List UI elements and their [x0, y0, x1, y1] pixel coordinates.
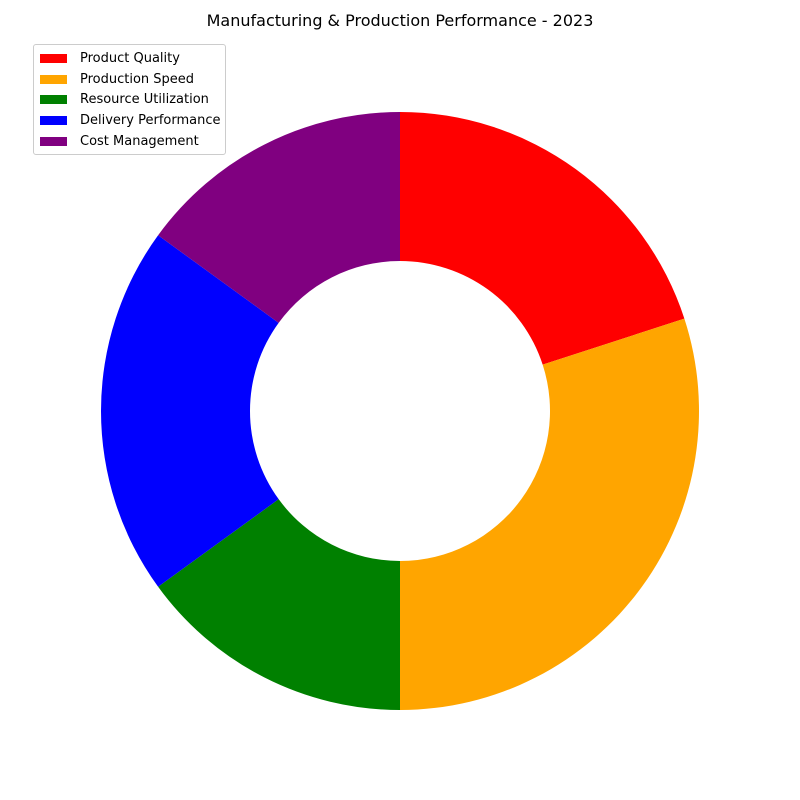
legend-item: Resource Utilization [39, 90, 220, 111]
legend-item: Product Quality [39, 48, 220, 69]
legend-swatch [40, 116, 67, 126]
donut-slice-resource-utilization [158, 499, 400, 710]
legend-item: Production Speed [39, 69, 220, 90]
legend-label: Production Speed [80, 71, 195, 87]
legend-label: Cost Management [80, 134, 199, 150]
legend-item: Delivery Performance [39, 110, 220, 131]
legend-swatch [40, 137, 67, 147]
donut-slice-production-speed [400, 318, 699, 710]
legend: Product Quality Production Speed Resource … [33, 44, 227, 155]
legend-item: Cost Management [39, 131, 220, 152]
legend-swatch [40, 53, 67, 63]
legend-swatch [40, 95, 67, 105]
legend-label: Delivery Performance [80, 113, 221, 129]
legend-label: Resource Utilization [80, 92, 209, 108]
donut-slice-delivery-performance [100, 235, 279, 587]
donut-slice-product-quality [400, 112, 685, 365]
donut-slice-cost-management [158, 112, 400, 323]
chart-title: Manufacturing & Production Performance -… [206, 11, 594, 30]
legend-swatch [40, 74, 67, 84]
legend-label: Product Quality [80, 50, 180, 66]
